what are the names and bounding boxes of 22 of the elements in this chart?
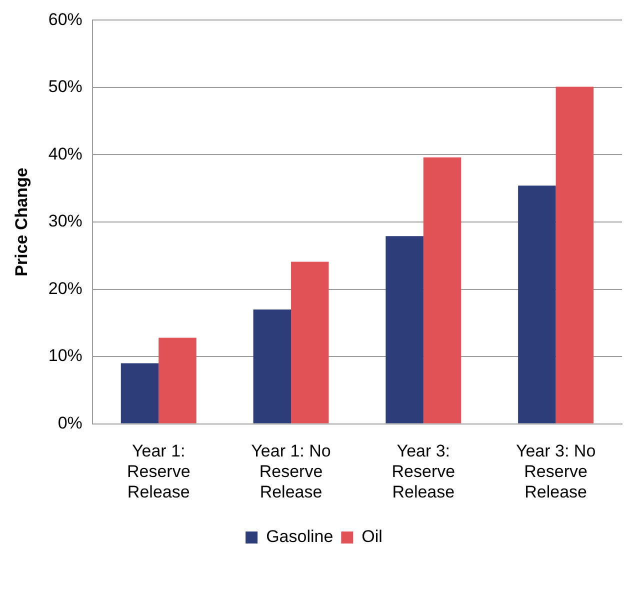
- bar: [423, 157, 462, 424]
- y-tick-label: 20%: [48, 278, 82, 298]
- x-tick-label: Year 3: Reserve Release: [392, 442, 456, 502]
- bar: [386, 236, 424, 424]
- y-tick-label: 60%: [48, 10, 82, 29]
- bar: [291, 262, 329, 424]
- bar: [556, 86, 594, 424]
- y-tick-label: 30%: [48, 212, 82, 231]
- bar: [120, 363, 159, 424]
- x-tick-label: Year 1: No Reserve Release: [251, 442, 331, 502]
- y-tick-label: 10%: [48, 346, 82, 366]
- legend-label: Oil: [362, 527, 382, 546]
- legend-label: Gasoline: [266, 527, 334, 546]
- y-tick-label: 50%: [48, 77, 82, 96]
- bar: [253, 309, 292, 424]
- y-tick-label: 0%: [58, 413, 82, 432]
- bar: [158, 338, 196, 424]
- x-tick-label: Year 3: No Reserve Release: [516, 442, 596, 502]
- bar: [518, 186, 556, 424]
- y-tick-label: 40%: [48, 144, 82, 164]
- x-tick-label: Year 1: Reserve Release: [126, 442, 190, 502]
- y-axis-title: Price Change: [12, 168, 31, 276]
